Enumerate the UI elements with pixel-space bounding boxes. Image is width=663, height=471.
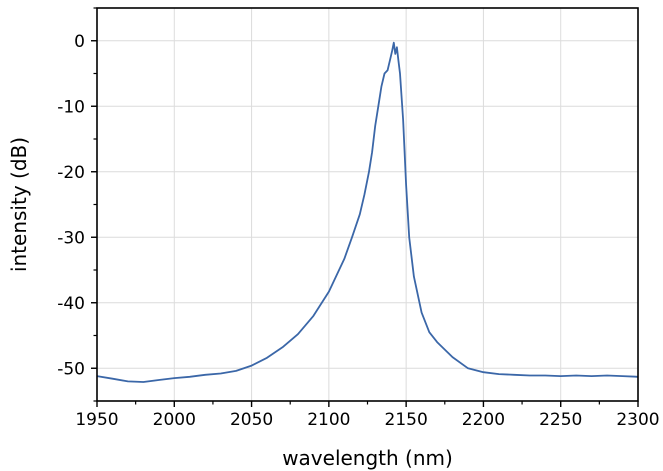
x-tick-label: 1950 [75, 410, 118, 430]
y-tick-label: -10 [57, 97, 85, 117]
y-tick-label: -20 [57, 163, 85, 183]
plot-frame [96, 7, 639, 402]
x-tick-label: 2200 [462, 410, 505, 430]
grid-lines [97, 8, 638, 401]
x-tick-label: 2050 [230, 410, 273, 430]
x-tick-label: 2150 [385, 410, 428, 430]
x-tick-label: 2100 [307, 410, 350, 430]
y-tick-label: -30 [57, 228, 85, 248]
x-tick-label: 2250 [539, 410, 582, 430]
y-tick-label: 0 [74, 32, 85, 52]
tick-layer: 1950 2000 2050 2100 2150 2200 2250 2300 0 -10 -20 -… [57, 7, 660, 430]
x-axis-title: wavelength (nm) [282, 446, 453, 470]
y-tick-label: -40 [57, 294, 85, 314]
series-layer [96, 41, 639, 383]
y-tick-label: -50 [57, 359, 85, 379]
spectrum-line [96, 41, 639, 383]
y-axis-title: intensity (dB) [7, 137, 31, 272]
x-tick-label: 2300 [616, 410, 659, 430]
x-tick-label: 2000 [153, 410, 196, 430]
